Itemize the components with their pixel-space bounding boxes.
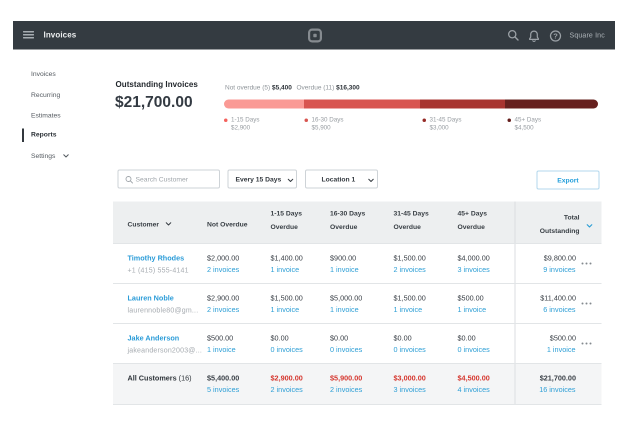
svg-text:?: ?: [553, 32, 558, 41]
